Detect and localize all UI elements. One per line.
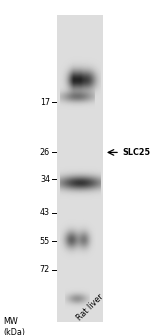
Text: SLC25A1: SLC25A1 bbox=[122, 148, 150, 157]
Text: Rat liver: Rat liver bbox=[75, 292, 106, 322]
Text: MW
(kDa): MW (kDa) bbox=[3, 317, 25, 335]
Text: 26: 26 bbox=[40, 148, 50, 157]
Text: 34: 34 bbox=[40, 175, 50, 184]
Text: 72: 72 bbox=[40, 265, 50, 274]
Bar bbox=[57, 15, 102, 322]
Text: 17: 17 bbox=[40, 98, 50, 107]
Text: 55: 55 bbox=[40, 237, 50, 246]
Text: 43: 43 bbox=[40, 208, 50, 217]
